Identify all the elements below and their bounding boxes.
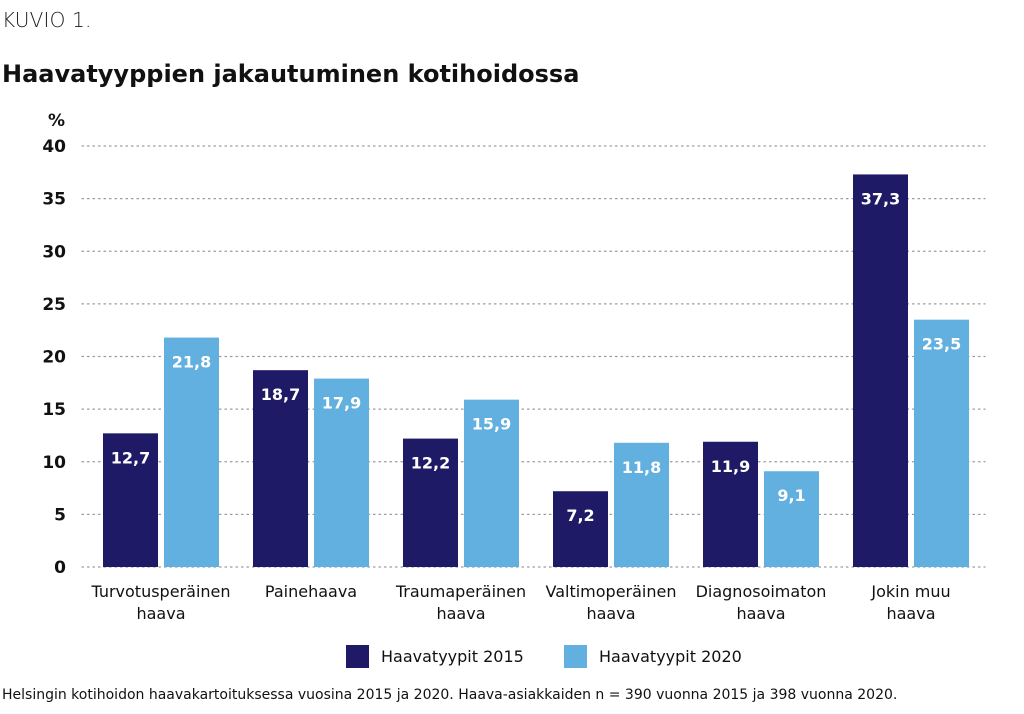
bar-value-label: 11,9: [711, 457, 750, 476]
y-tick-label: 15: [42, 400, 66, 420]
x-category-label: haava: [586, 604, 635, 623]
bar-2020: [614, 442, 669, 567]
bar-value-label: 9,1: [777, 486, 805, 505]
bar-2015: [253, 370, 308, 567]
x-category-label: Valtimoperäinen: [546, 582, 677, 601]
bar-2020: [314, 378, 369, 567]
x-category-label: Diagnosoimaton: [696, 582, 827, 601]
bar-value-label: 12,7: [111, 448, 150, 467]
bar-value-label: 7,2: [566, 506, 594, 525]
y-tick-label: 0: [54, 558, 66, 578]
x-category-label: Turvotusperäinen: [90, 582, 230, 601]
chart-title: Haavatyyppien jakautuminen kotihoidossa: [2, 60, 580, 88]
bar-value-label: 15,9: [472, 415, 511, 434]
x-category-label: Painehaava: [265, 582, 357, 601]
x-category-label: haava: [886, 604, 935, 623]
x-category-label: Jokin muu: [870, 582, 950, 601]
legend-2015-swatch: [346, 645, 369, 668]
bar-2020: [164, 337, 219, 567]
y-tick-label: 25: [42, 295, 66, 315]
bar-2015: [103, 433, 158, 567]
bar-2020: [914, 319, 969, 567]
bar-value-label: 17,9: [322, 394, 361, 413]
bar-2020: [764, 471, 819, 567]
chart-footnote: Helsingin kotihoidon haavakartoituksessa…: [2, 687, 898, 703]
x-category-label: haava: [736, 604, 785, 623]
legend-2020-swatch: [564, 645, 587, 668]
bar-value-label: 18,7: [261, 385, 300, 404]
bar-2020: [464, 399, 519, 567]
y-tick-label: 30: [42, 242, 66, 262]
bar-value-label: 11,8: [622, 458, 661, 477]
y-tick-label: 5: [54, 505, 66, 525]
bar-2015: [553, 491, 608, 567]
bar-2015: [703, 441, 758, 567]
figure-label: KUVIO 1.: [2, 8, 92, 32]
bar-value-label: 12,2: [411, 454, 450, 473]
y-tick-label: 20: [42, 348, 66, 368]
y-tick-label: 35: [42, 190, 66, 210]
x-category-label: haava: [436, 604, 485, 623]
legend-2015-label: Haavatyypit 2015: [381, 647, 524, 666]
legend-2020-label: Haavatyypit 2020: [599, 647, 742, 666]
y-tick-label: 10: [42, 453, 66, 473]
bar-value-label: 37,3: [861, 189, 900, 208]
bar-value-label: 21,8: [172, 353, 211, 372]
bar-value-label: 23,5: [922, 335, 961, 354]
bar-2015: [403, 438, 458, 567]
bar-2015: [853, 174, 908, 568]
y-axis-unit: %: [48, 111, 65, 131]
x-category-label: Traumaperäinen: [395, 582, 526, 601]
x-category-label: haava: [136, 604, 185, 623]
y-tick-label: 40: [42, 137, 66, 157]
